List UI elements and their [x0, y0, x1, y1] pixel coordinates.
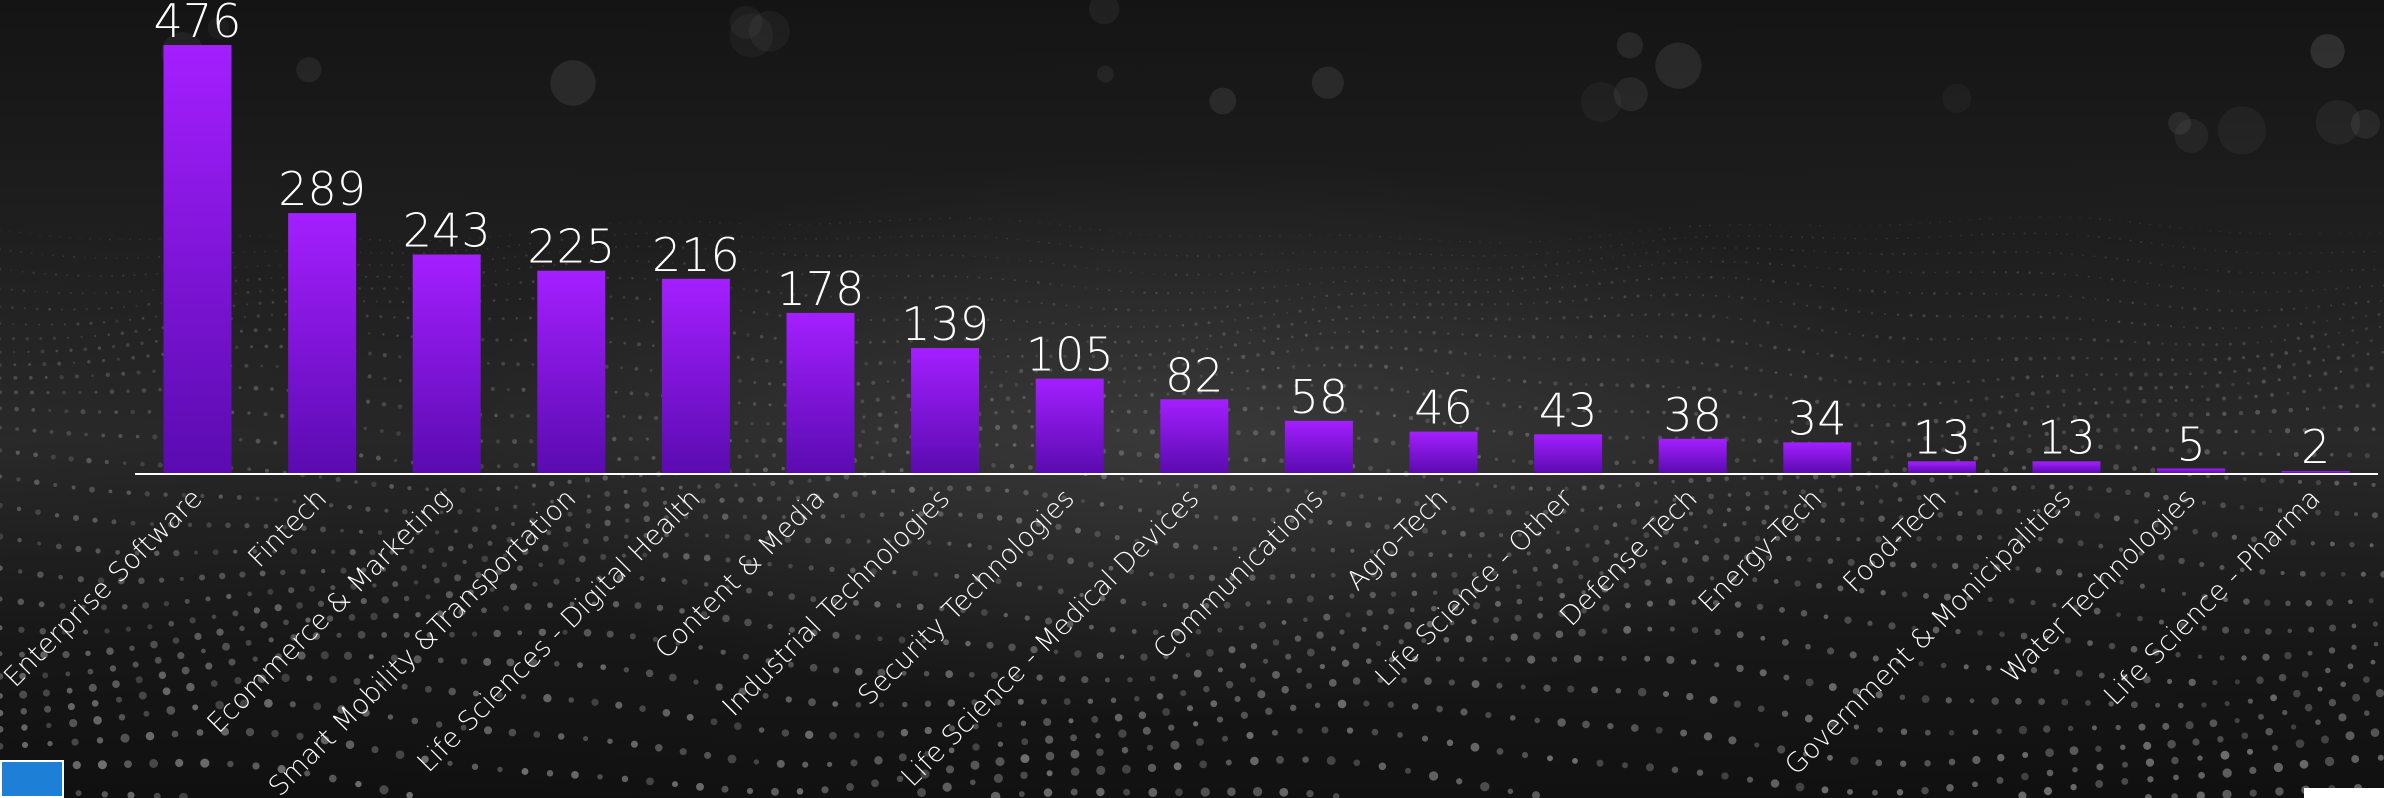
bar-8 [1160, 399, 1229, 473]
value-label-17: 2 [2301, 420, 2330, 474]
bar-17 [2281, 471, 2350, 473]
value-label-1: 289 [278, 162, 366, 216]
bar-9 [1284, 420, 1353, 473]
category-label-13: Energy-Tech [1693, 483, 1829, 619]
category-label-14: Food-Tech [1837, 483, 1953, 599]
value-label-9: 58 [1290, 370, 1349, 424]
value-label-5: 178 [777, 262, 865, 316]
category-label-7: Security Technologies [852, 483, 1080, 711]
bar-12 [1658, 438, 1727, 473]
bar-5 [786, 312, 855, 473]
value-label-8: 82 [1165, 348, 1224, 402]
value-label-15: 13 [2037, 410, 2096, 464]
category-label-0: Enterprise Software [0, 483, 208, 693]
bar-13 [1783, 442, 1852, 473]
value-label-0: 476 [154, 0, 242, 48]
bars-layer [163, 45, 2350, 473]
value-label-2: 243 [403, 204, 491, 258]
bar-6 [911, 348, 980, 473]
corner-mark [2304, 788, 2384, 798]
value-labels-layer: 476 289 243 225 216 178 139 105 82 58 46 43 38 34 13 13… [154, 0, 2331, 474]
bar-1 [288, 213, 357, 473]
category-label-17: Life Science - Pharma [2098, 483, 2327, 712]
value-label-3: 225 [527, 220, 615, 274]
category-label-10: Agro-Tech [1341, 483, 1455, 597]
bar-11 [1534, 434, 1603, 473]
value-label-16: 5 [2176, 418, 2205, 472]
value-label-4: 216 [652, 228, 740, 282]
category-label-2: Ecommerce & Marketing [201, 483, 457, 739]
value-label-13: 34 [1788, 391, 1847, 445]
bar-14 [1907, 461, 1976, 473]
value-label-12: 38 [1663, 388, 1722, 442]
value-label-6: 139 [901, 297, 989, 351]
bar-10 [1409, 431, 1478, 473]
bar-2 [412, 254, 481, 473]
category-label-1: Fintech [242, 483, 333, 574]
bar-16 [2157, 468, 2226, 473]
bar-4 [661, 278, 730, 473]
value-label-10: 46 [1414, 381, 1473, 435]
bar-3 [537, 270, 606, 473]
bar-15 [2032, 461, 2101, 473]
bar-7 [1035, 378, 1104, 473]
bar-0 [163, 45, 232, 473]
emblem-logo-icon [0, 760, 64, 798]
value-label-14: 13 [1913, 410, 1972, 464]
value-label-11: 43 [1539, 383, 1598, 437]
category-label-6: Industrial Technologies [717, 483, 957, 723]
value-label-7: 105 [1026, 328, 1114, 382]
